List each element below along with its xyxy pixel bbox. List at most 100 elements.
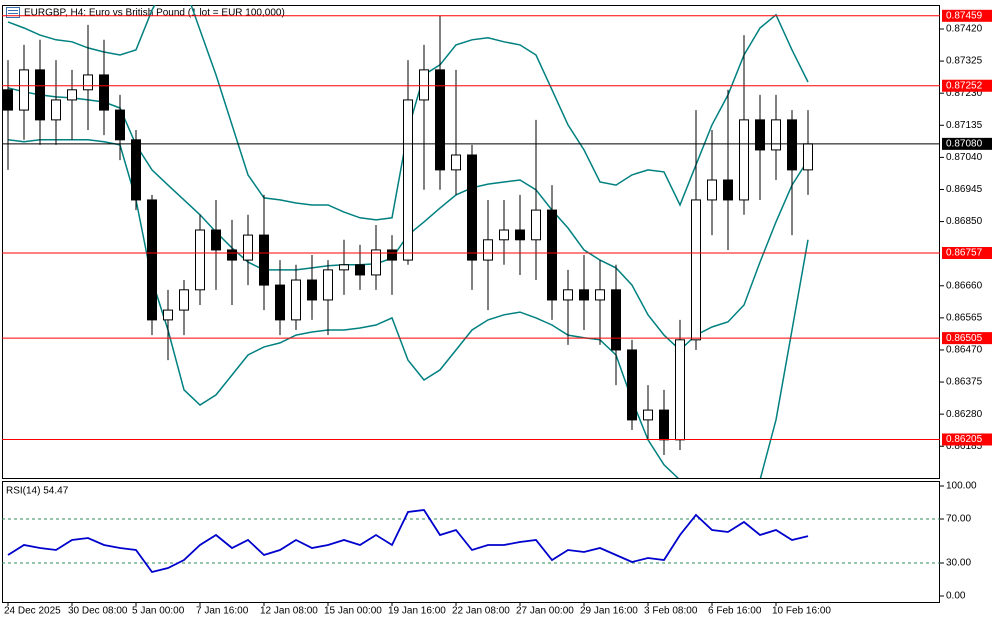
candle-body (611, 289, 621, 351)
y-tick-label: 0.86565 (946, 312, 983, 323)
candle-body (339, 264, 349, 271)
x-tick-label: 3 Feb 08:00 (644, 606, 698, 617)
candle-body (355, 264, 365, 276)
y-tick-label: 0.00 (946, 591, 966, 602)
candle-body (803, 143, 813, 171)
level-tag (942, 433, 992, 446)
level-label: 0.86205 (946, 434, 983, 445)
candle-body (739, 119, 749, 201)
candle-body (707, 179, 717, 201)
candle-body (403, 99, 413, 261)
level-label: 0.87252 (946, 80, 983, 91)
candle-body (723, 179, 733, 201)
x-tick-label: 6 Feb 16:00 (708, 606, 762, 617)
candle-body (115, 109, 125, 141)
candle-body (515, 229, 525, 241)
y-tick-label: 0.87135 (946, 120, 983, 131)
candle-body (467, 154, 477, 261)
candle-body (579, 289, 589, 301)
candle-body (35, 69, 45, 121)
current-price-tag (942, 137, 992, 150)
chart-title: EURGBP, H4: Euro vs British Pound (1 lot… (24, 8, 285, 19)
candle-body (547, 209, 557, 301)
x-tick-label: 15 Jan 00:00 (324, 606, 382, 617)
candle-body (227, 249, 237, 261)
x-tick-label: 19 Jan 16:00 (388, 606, 446, 617)
candle-body (675, 339, 685, 441)
candle-body (531, 209, 541, 241)
band-lower (7, 139, 809, 478)
rsi-plot (2, 509, 940, 574)
candle-body (163, 309, 173, 321)
candle-body (195, 229, 205, 291)
rsi-line (7, 509, 809, 574)
level-tag (942, 332, 992, 345)
y-tick-label: 0.86185 (946, 441, 983, 452)
candle-body (291, 279, 301, 321)
y-tick-label: 0.86375 (946, 377, 983, 388)
candle-body (419, 69, 429, 101)
main-frame (2, 5, 940, 479)
candle-body (659, 409, 669, 441)
y-tick-label: 100.00 (946, 481, 977, 492)
candle-body (755, 119, 765, 151)
candle-body (51, 99, 61, 121)
candle-body (627, 349, 637, 421)
level-label: 0.86757 (946, 248, 983, 259)
candle-body (99, 74, 109, 111)
candle-body (771, 119, 781, 151)
level-tag (942, 246, 992, 259)
candle-body (483, 239, 493, 261)
candle-body (499, 229, 509, 241)
candle-body (691, 199, 701, 341)
x-tick-label: 30 Dec 08:00 (68, 606, 128, 617)
y-tick-label: 0.86850 (946, 216, 983, 227)
y-tick-label: 0.87325 (946, 56, 983, 67)
candle-body (3, 89, 13, 111)
candle-body (387, 249, 397, 261)
x-tick-label: 22 Jan 08:00 (452, 606, 510, 617)
symbol-icon (6, 7, 20, 18)
level-label: 0.86505 (946, 333, 983, 344)
rsi-frame (2, 481, 940, 603)
level-tag (942, 79, 992, 92)
y-tick-label: 30.00 (946, 558, 971, 569)
candle-body (259, 234, 269, 286)
candle-body (787, 119, 797, 171)
candle-body (435, 69, 445, 171)
rsi-title: RSI(14) 54.47 (6, 486, 69, 497)
x-tick-label: 10 Feb 16:00 (772, 606, 831, 617)
candle-body (643, 409, 653, 421)
y-tick-label: 0.86280 (946, 409, 983, 420)
y-tick-label: 0.87420 (946, 24, 983, 35)
current-price-label: 0.87080 (946, 138, 983, 149)
y-tick-label: 0.86470 (946, 345, 983, 356)
candle-body (451, 154, 461, 171)
x-tick-label: 29 Jan 16:00 (580, 606, 638, 617)
x-tick-label: 7 Jan 16:00 (196, 606, 249, 617)
y-tick-label: 0.86945 (946, 184, 983, 195)
y-tick-label: 70.00 (946, 514, 971, 525)
candle-body (563, 289, 573, 301)
candle-body (83, 74, 93, 91)
candle-body (147, 199, 157, 321)
x-tick-label: 24 Dec 2025 (4, 606, 61, 617)
candle-body (179, 289, 189, 311)
candle-body (243, 234, 253, 261)
axes: 0.87420 0.87325 0.87230 0.87135 0.87040 0.869… (4, 9, 992, 617)
main-plot (2, 5, 940, 478)
candle-body (371, 249, 381, 276)
candle-body (19, 69, 29, 111)
candle-body (131, 139, 141, 201)
level-tag (942, 9, 992, 22)
y-tick-label: 0.87040 (946, 152, 983, 163)
candle-body (595, 289, 605, 301)
y-tick-label: 0.87230 (946, 88, 983, 99)
candle-body (275, 284, 285, 321)
x-tick-label: 27 Jan 00:00 (516, 606, 574, 617)
x-tick-label: 5 Jan 00:00 (132, 606, 185, 617)
candle-body (307, 279, 317, 301)
y-tick-label: 0.86660 (946, 280, 983, 291)
